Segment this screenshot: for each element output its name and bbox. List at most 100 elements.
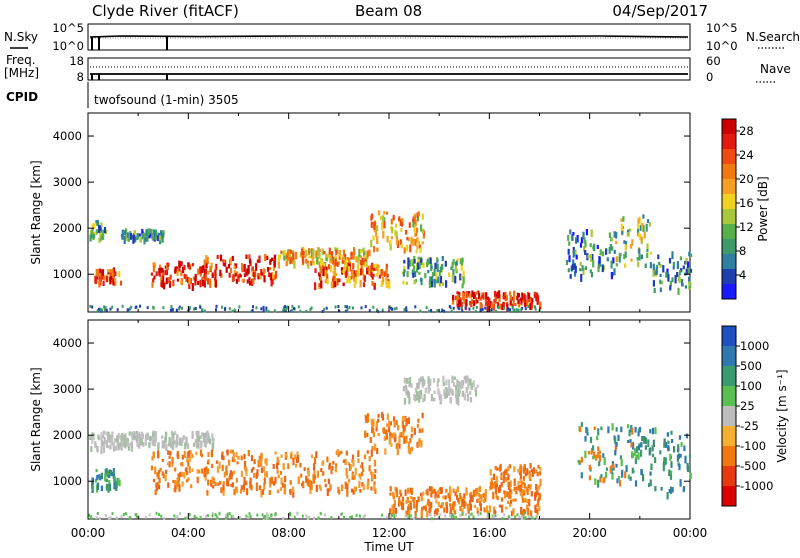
colorbar-tick-label: 500	[740, 359, 762, 373]
echo-cell	[495, 309, 498, 313]
echo-cell	[266, 515, 269, 519]
echo-cell	[449, 486, 452, 494]
echo-cell	[407, 441, 410, 449]
echo-cell	[209, 438, 212, 445]
echo-cell	[350, 251, 353, 257]
echo-cell	[468, 499, 472, 507]
echo-cell	[353, 474, 356, 480]
echo-cell	[373, 228, 376, 233]
echo-cell	[154, 489, 157, 496]
echo-cell	[310, 306, 313, 310]
echo-cell	[430, 280, 434, 288]
echo-cell	[91, 305, 94, 309]
echo-cell	[450, 266, 453, 270]
echo-cell	[183, 450, 186, 458]
colorbar-swatch	[722, 119, 736, 135]
echo-cell	[593, 451, 596, 459]
echo-cell	[341, 484, 344, 492]
echo-cell	[390, 513, 393, 517]
echo-cell	[466, 393, 470, 402]
echo-cell	[592, 445, 595, 451]
echo-cell	[90, 229, 93, 235]
echo-cell	[636, 446, 639, 453]
colorbar-frame	[721, 325, 737, 507]
echo-cell	[444, 514, 447, 518]
echo-cell	[241, 278, 244, 282]
echo-cell	[405, 387, 408, 396]
echo-cell	[534, 491, 537, 498]
echo-cell	[155, 482, 158, 488]
echo-cell	[649, 429, 652, 434]
echo-cell	[434, 262, 437, 269]
echo-cell	[571, 236, 574, 241]
echo-cell	[146, 235, 149, 242]
echo-cell	[593, 426, 596, 430]
echo-cell	[284, 453, 287, 458]
echo-cell	[202, 279, 205, 287]
echo-cell	[639, 233, 642, 240]
echo-cell	[255, 482, 258, 490]
echo-cell	[179, 437, 182, 444]
echo-cell	[115, 445, 118, 451]
colorbar-swatch	[722, 284, 736, 300]
echo-cell	[472, 380, 475, 387]
echo-cell	[220, 487, 223, 493]
echo-cell	[114, 280, 117, 287]
echo-cell	[377, 268, 380, 275]
echo-cell	[509, 491, 512, 499]
echo-cell	[599, 476, 602, 483]
echo-cell	[358, 473, 361, 477]
echo-cell	[580, 472, 583, 479]
echo-cell	[342, 282, 345, 287]
echo-cell	[333, 275, 336, 284]
echo-cell	[441, 282, 445, 286]
echo-cell	[507, 466, 510, 472]
echo-cell	[638, 254, 641, 261]
echo-cell	[186, 443, 190, 450]
echo-cell	[344, 270, 347, 278]
echo-cell	[393, 500, 396, 507]
echo-cell	[307, 262, 310, 269]
echo-cell	[420, 440, 423, 448]
echo-cell	[485, 292, 488, 300]
echo-cell	[300, 473, 303, 478]
echo-cell	[434, 513, 437, 517]
echo-cell	[488, 298, 491, 303]
echo-cell	[91, 432, 94, 437]
echo-cell	[599, 249, 602, 256]
echo-cell	[253, 459, 256, 465]
echo-cell	[388, 305, 391, 309]
echo-cell	[652, 439, 655, 447]
echo-cell	[231, 449, 234, 454]
colorbar-swatch	[722, 486, 736, 507]
echo-cell	[612, 257, 615, 264]
echo-cell	[655, 267, 658, 275]
echo-cell	[420, 258, 423, 263]
echo-cell	[408, 510, 411, 517]
echo-cell	[142, 442, 145, 447]
echo-cell	[119, 434, 122, 441]
echo-cell	[206, 430, 209, 435]
echo-cell	[530, 491, 533, 497]
echo-cell	[413, 427, 416, 436]
echo-cell	[129, 307, 131, 311]
echo-cell	[330, 258, 333, 264]
echo-cell	[651, 447, 654, 452]
echo-cell	[680, 268, 683, 272]
echo-cell	[624, 263, 627, 268]
echo-cell	[434, 510, 437, 517]
echo-cell	[290, 250, 293, 254]
colorbar-tick-label: -500	[740, 459, 766, 473]
echo-cell	[383, 427, 386, 435]
echo-cell	[415, 232, 418, 237]
echo-cell	[182, 266, 185, 274]
echo-cell	[96, 512, 99, 515]
echo-cell	[438, 488, 441, 495]
echo-cell	[282, 463, 285, 470]
echo-cell	[419, 309, 422, 313]
echo-cell	[327, 478, 330, 484]
echo-cell	[256, 513, 259, 517]
echo-cell	[94, 441, 97, 448]
echo-cell	[456, 258, 459, 262]
echo-cell	[262, 309, 265, 312]
